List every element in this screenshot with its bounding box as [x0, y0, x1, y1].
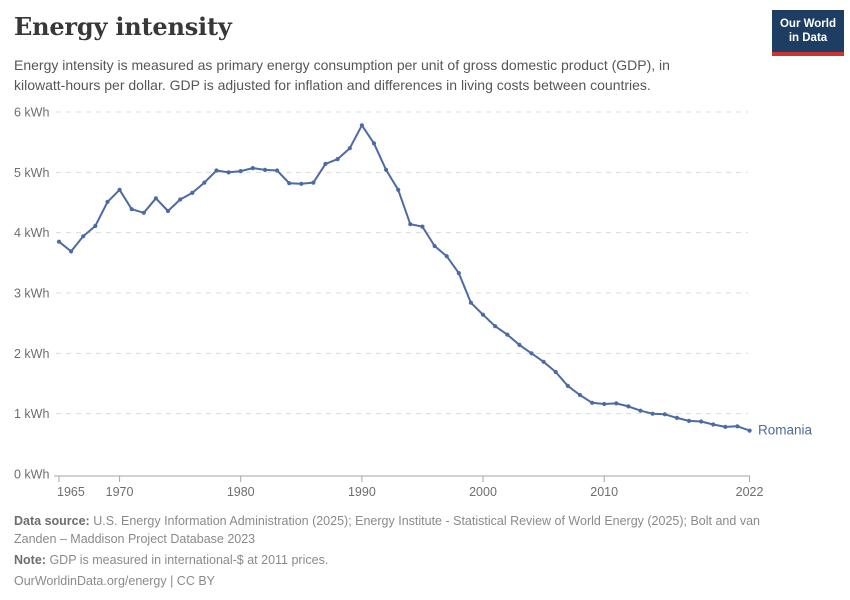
data-point: [93, 223, 98, 229]
owid-logo-line2: in Data: [788, 32, 828, 44]
data-point: [202, 180, 207, 185]
x-tick-label: 1990: [348, 485, 376, 499]
x-tick-label: 1980: [227, 485, 255, 499]
series-line: [58, 124, 751, 432]
data-point: [614, 401, 619, 406]
data-point: [129, 207, 134, 212]
data-point: [81, 234, 86, 239]
data-point: [287, 181, 292, 186]
data-point: [638, 408, 643, 413]
data-point: [69, 249, 74, 254]
chart-footer: Data source: U.S. Energy Information Adm…: [14, 512, 804, 593]
data-point: [178, 197, 183, 202]
data-point: [553, 369, 558, 375]
data-point: [711, 422, 716, 427]
x-tick-label: 2000: [469, 485, 497, 499]
chart-subtitle: Energy intensity is measured as primary …: [14, 57, 670, 93]
data-point: [505, 332, 510, 337]
data-point: [371, 141, 377, 146]
x-tick-label: 2010: [590, 485, 618, 499]
x-tick-label: 2022: [736, 485, 764, 499]
data-point: [662, 412, 667, 417]
data-point: [480, 312, 486, 317]
data-point: [517, 342, 522, 347]
data-point: [190, 190, 195, 195]
data-point: [735, 424, 740, 429]
data-source-text: U.S. Energy Information Administration (…: [14, 514, 760, 546]
data-point: [396, 187, 401, 192]
data-point: [650, 411, 655, 416]
owid-logo-line1: Our World: [779, 18, 836, 30]
data-point: [262, 167, 268, 172]
series-entity-label: Romania: [758, 423, 813, 438]
data-point: [275, 168, 280, 173]
y-tick-label: 2 kWh: [14, 347, 49, 361]
data-source-line: Data source: U.S. Energy Information Adm…: [14, 512, 804, 548]
data-point: [347, 146, 352, 151]
data-point: [359, 123, 364, 128]
x-tick-label: 1965: [57, 485, 85, 499]
line-chart-svg[interactable]: 0 kWh 1 kWh 2 kWh 3 kWh 4 kWh 5 kWh 6 kWh 1965 1…: [0, 100, 850, 505]
data-point: [577, 392, 583, 398]
x-tick-label: 1970: [106, 485, 134, 499]
y-tick-label: 4 kWh: [14, 226, 49, 240]
owid-logo[interactable]: Our World in Data: [772, 10, 844, 56]
data-point: [238, 169, 243, 174]
data-point: [468, 300, 473, 305]
data-point: [565, 383, 570, 388]
data-point: [323, 161, 328, 166]
data-point: [250, 166, 255, 171]
data-point: [602, 401, 607, 407]
data-point: [529, 351, 534, 356]
note-line: Note: GDP is measured in international-$…: [14, 551, 804, 569]
y-tick-label: 0 kWh: [14, 468, 49, 482]
data-point: [723, 424, 728, 429]
data-point: [153, 196, 158, 201]
data-point: [590, 400, 595, 405]
data-point: [105, 199, 110, 204]
data-point: [335, 157, 340, 162]
data-point: [408, 222, 413, 227]
y-tick-label: 3 kWh: [14, 287, 49, 301]
chart-area[interactable]: 0 kWh 1 kWh 2 kWh 3 kWh 4 kWh 5 kWh 6 kWh 1965 1…: [0, 100, 850, 505]
data-point: [299, 181, 304, 186]
data-point: [493, 324, 498, 329]
data-point: [226, 170, 231, 175]
data-point: [420, 224, 425, 229]
data-point: [432, 243, 437, 249]
y-tick-label: 1 kWh: [14, 407, 49, 421]
data-point: [699, 419, 704, 424]
note-text: GDP is measured in international-$ at 20…: [49, 553, 329, 567]
data-point: [311, 180, 316, 185]
data-point: [56, 239, 62, 244]
page-title: Energy intensity: [14, 12, 232, 41]
data-point: [117, 187, 122, 192]
y-tick-label: 6 kWh: [14, 106, 49, 120]
data-point: [214, 168, 219, 173]
data-point: [165, 208, 171, 214]
data-point: [541, 359, 546, 364]
data-point: [674, 415, 680, 420]
attribution-link[interactable]: OurWorldinData.org/energy | CC BY: [14, 574, 216, 588]
data-point: [141, 210, 146, 215]
data-point: [686, 418, 692, 423]
data-source-label: Data source:: [14, 514, 90, 528]
y-tick-label: 5 kWh: [14, 166, 49, 180]
data-point: [444, 254, 449, 259]
data-point: [456, 271, 461, 276]
note-label: Note:: [14, 553, 46, 567]
data-point: [747, 428, 752, 433]
data-point: [626, 404, 631, 409]
data-point: [384, 167, 389, 172]
